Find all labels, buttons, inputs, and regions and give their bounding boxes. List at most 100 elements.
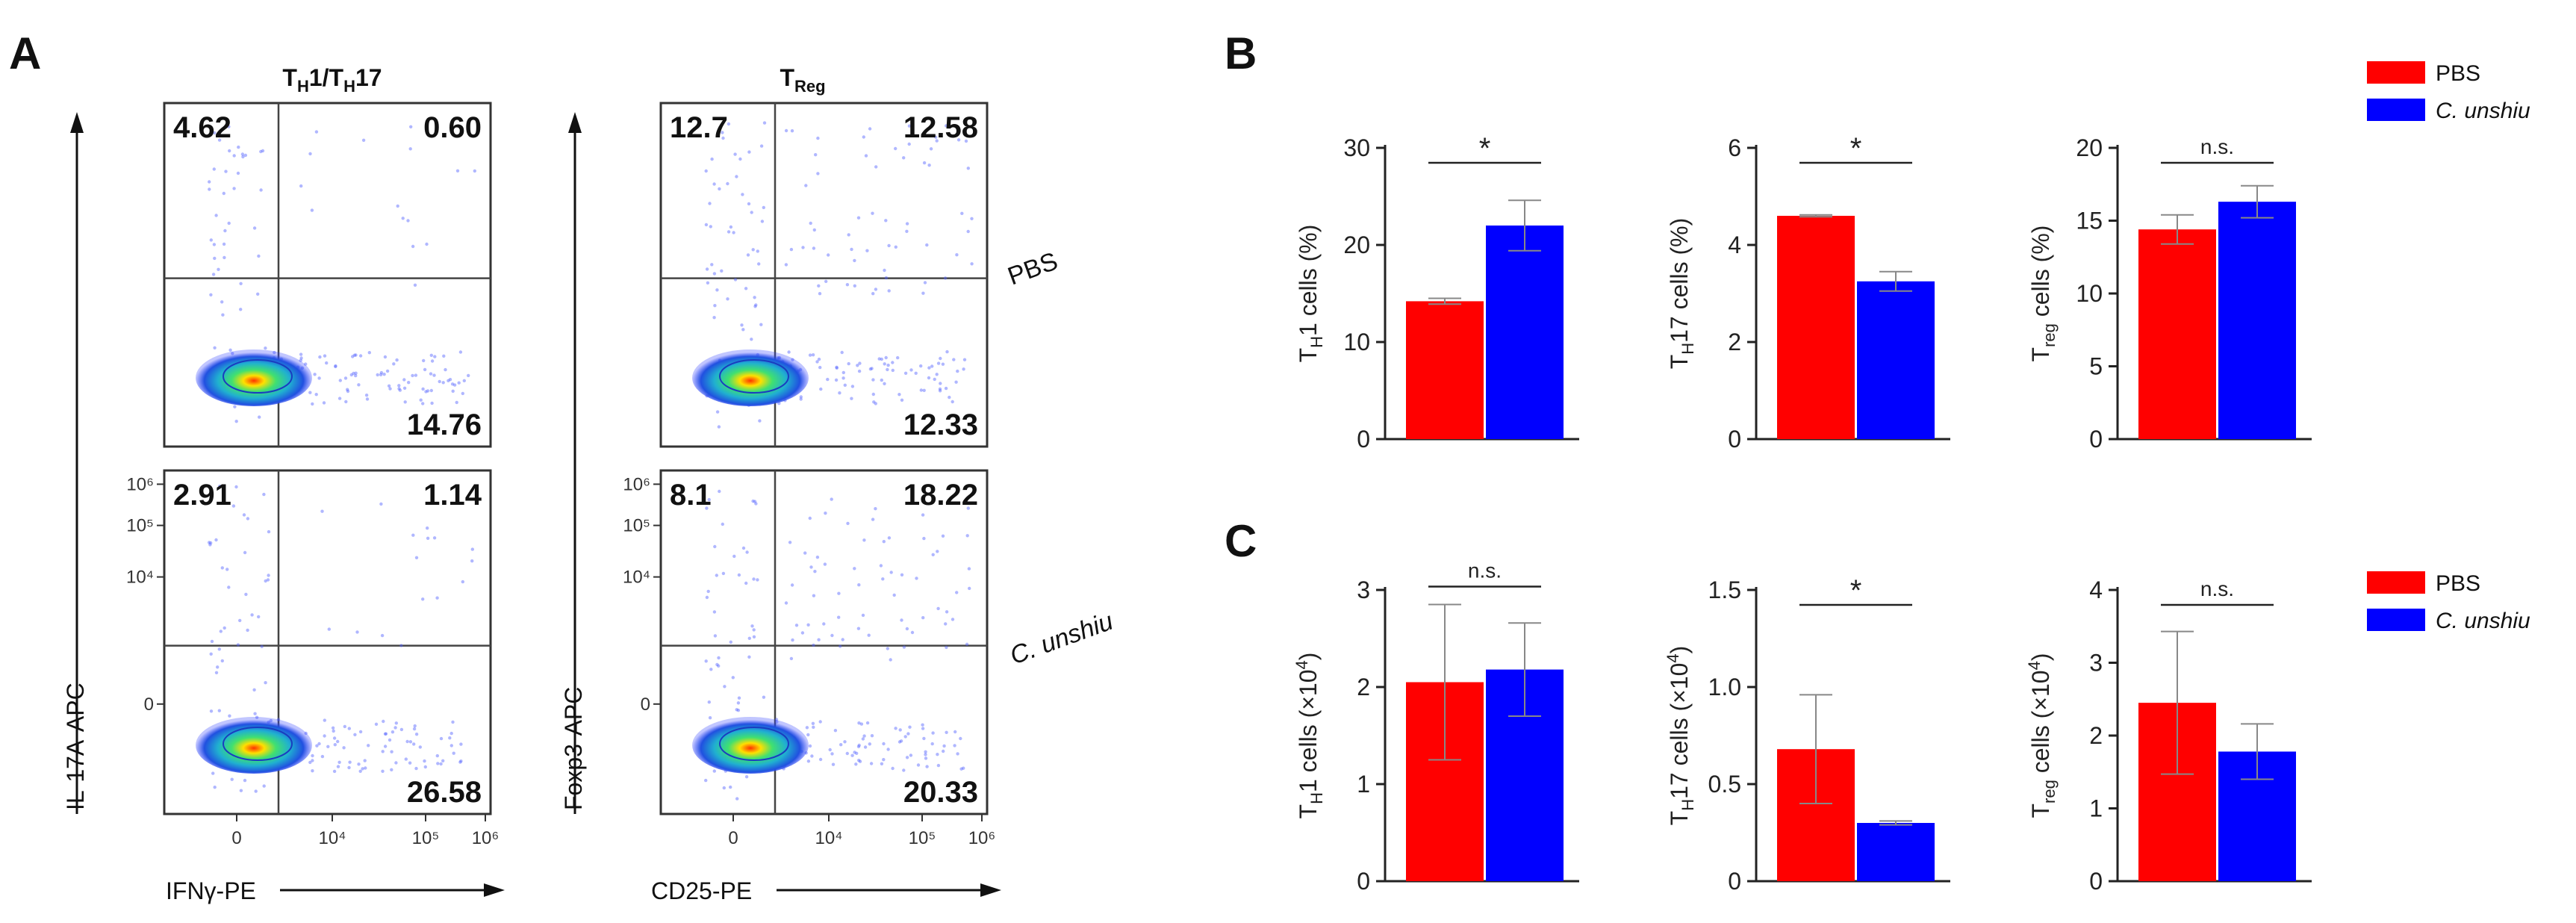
flow-event [409,125,413,128]
flow-event [425,242,429,246]
error-bar [1508,199,1541,252]
bar-y-axis-label: Treg cells (%) [2027,226,2059,362]
flow-event [870,734,874,738]
flow-event [402,378,406,382]
flow-event [424,390,428,394]
bar-y-tick-label: 2 [1357,674,1370,700]
flow-event [421,597,425,601]
flow-event [318,355,322,359]
flow-event [903,735,907,739]
flow-event [299,356,303,360]
flow-event [343,376,348,380]
flow-event [874,165,878,169]
bar-y-tick-label: 30 [1343,134,1370,161]
flow-event [965,642,969,646]
flow-event [336,739,340,744]
bar-y-tick-label: 20 [2076,134,2103,161]
legend-c-swatch-cunshiu [2367,609,2425,631]
flow-event [218,484,222,488]
flow-event [936,606,940,611]
flow-event [909,753,913,757]
flow-event [442,354,446,358]
flow-event [405,739,409,744]
flow-event [228,149,231,153]
flow-event [209,541,213,545]
flow-population-contour [223,359,293,394]
flow-event [735,175,738,178]
flow-event [874,507,877,511]
flow-event [208,187,211,191]
flow-event [704,169,708,173]
flow-event [727,122,731,126]
flow-event [930,364,934,368]
flow-event [966,167,971,170]
flow-event [259,149,263,154]
flow-event [731,676,735,680]
flow-event [459,759,463,763]
flow-event [380,633,385,638]
flow-y-axis-label-il17a: IL-17A-APC [62,683,89,810]
flow-event [426,389,430,393]
flow-event [816,136,820,140]
flow-event [746,253,750,257]
legend-c-label-pbs: PBS [2436,571,2480,596]
flow-event [408,147,412,151]
flow-event [931,731,935,735]
flow-event [865,721,870,725]
flow-event [874,288,878,291]
flow-event [867,633,871,637]
flow-axes-decor [70,112,1001,897]
flow-event [209,652,213,656]
flow-event [791,638,794,642]
flow-event [939,356,942,361]
flow-event [712,272,717,276]
flow-event [452,751,455,755]
flow-event [439,762,443,766]
flow-event [883,382,886,385]
flow-x-tick-label: 10⁵ [412,828,440,848]
flow-event [956,138,961,142]
flow-event [381,769,385,774]
bar-y-tick-label: 4 [2089,577,2103,603]
flow-event [470,559,474,563]
flow-event [854,762,858,766]
flow-event [391,730,395,734]
flow-event [217,138,222,142]
bar-y-tick-label: 1 [1357,771,1370,798]
flow-event [856,627,861,630]
flow-event [741,546,746,550]
flow-event [744,775,749,779]
flow-quadrant-ur: 0.60 [423,111,482,144]
flow-event [837,615,841,619]
flow-event [834,378,839,382]
flow-event [745,550,749,554]
flow-event [717,664,721,668]
flow-event [387,384,391,388]
flow-event [395,358,399,362]
flow-event [906,732,910,736]
flow-event [213,346,217,349]
flow-event [970,262,974,266]
flow-event [332,729,335,733]
bar-pbs [1406,301,1484,439]
flow-event [747,150,751,154]
flow-event [905,229,909,233]
flow-event [455,400,458,405]
flow-event [835,366,839,370]
flow-col-title-treg: TReg [780,64,825,96]
flow-event [407,381,411,385]
flow-event [429,353,433,357]
flow-event [220,300,224,304]
flow-event [887,243,891,248]
flow-event [228,714,231,718]
flow-event [884,276,889,280]
flow-event [752,635,756,638]
flow-event [853,750,856,754]
flow-quadrant-lr: 14.76 [407,408,482,441]
flow-event [435,753,439,758]
flow-event [357,762,361,766]
bar-chart-6: 0 1 2 3 4 Treg cells (×104) n.s. [2025,577,2312,895]
flow-event [314,130,319,134]
flow-event [729,785,732,789]
flow-event [233,405,237,408]
